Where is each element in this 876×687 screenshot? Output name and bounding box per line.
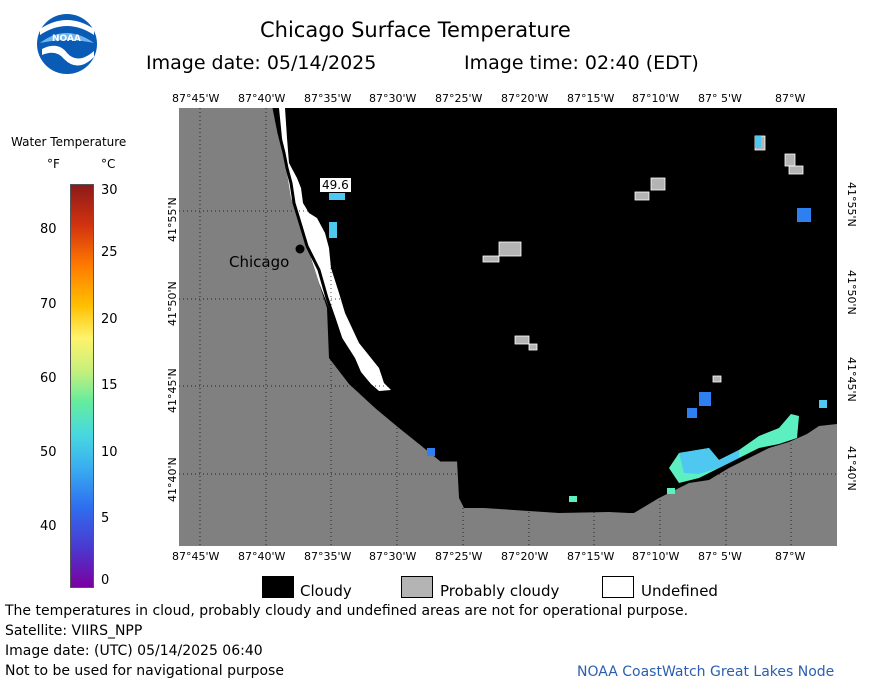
c-tick-15: 15 — [101, 378, 118, 393]
footer-nav-warning: Not to be used for navigational purpose — [5, 663, 284, 679]
lat-label-left: 41°45'N — [166, 368, 179, 413]
f-tick-80: 80 — [40, 222, 57, 237]
lon-label-top: 87°35'W — [304, 92, 352, 105]
image-time: Image time: 02:40 (EDT) — [464, 52, 699, 74]
footer-disclaimer: The temperatures in cloud, probably clou… — [5, 603, 689, 619]
shoreline — [272, 107, 459, 462]
colorbar-unit-c: °C — [101, 157, 116, 171]
colorbar-unit-f: °F — [47, 157, 60, 171]
f-tick-70: 70 — [40, 297, 57, 312]
lat-label-left: 41°40'N — [166, 457, 179, 502]
legend-label-probably-cloudy: Probably cloudy — [440, 582, 560, 600]
lon-label-top: 87°20'W — [501, 92, 549, 105]
lon-label-bottom: 87°20'W — [501, 550, 549, 563]
f-tick-60: 60 — [40, 371, 57, 386]
lon-label-top: 87°45'W — [172, 92, 220, 105]
c-tick-25: 25 — [101, 245, 118, 260]
lon-label-top: 87°10'W — [632, 92, 680, 105]
f-tick-40: 40 — [40, 519, 57, 534]
c-tick-0: 0 — [101, 573, 110, 588]
lon-label-bottom: 87°35'W — [304, 550, 352, 563]
legend-swatch-undefined — [602, 576, 634, 598]
city-label: Chicago — [229, 253, 290, 271]
noaa-logo: NOAA — [36, 13, 98, 75]
map-area: 49.6 Chicago — [179, 107, 837, 546]
lon-label-top: 87°15'W — [567, 92, 615, 105]
lon-label-top: 87°30'W — [369, 92, 417, 105]
footer-satellite: Satellite: VIIRS_NPP — [5, 623, 143, 639]
temperature-label: 49.6 — [319, 177, 352, 193]
lon-label-bottom: 87°30'W — [369, 550, 417, 563]
c-tick-10: 10 — [101, 445, 118, 460]
lat-label-right: 41°45'N — [845, 357, 858, 402]
legend-swatch-probably-cloudy — [401, 576, 433, 598]
lon-label-bottom: 87°10'W — [632, 550, 680, 563]
lon-label-bottom: 87°45'W — [172, 550, 220, 563]
lon-label-bottom: 87° 5'W — [698, 550, 742, 563]
c-tick-5: 5 — [101, 511, 110, 526]
chicago-marker — [295, 244, 305, 254]
footer-credit: NOAA CoastWatch Great Lakes Node — [577, 664, 835, 680]
lon-label-bottom: 87°15'W — [567, 550, 615, 563]
lat-label-right: 41°55'N — [845, 182, 858, 227]
water-pixels — [329, 136, 827, 502]
lat-label-right: 41°50'N — [845, 270, 858, 315]
colorbar — [70, 184, 94, 588]
logo-text: NOAA — [52, 34, 81, 44]
c-tick-30: 30 — [101, 183, 118, 198]
legend-swatch-cloudy — [262, 576, 294, 598]
lat-label-right: 41°40'N — [845, 446, 858, 491]
lat-label-left: 41°50'N — [166, 281, 179, 326]
legend-label-undefined: Undefined — [641, 582, 718, 600]
graticule — [179, 108, 837, 546]
lon-label-bottom: 87°W — [775, 550, 806, 563]
lat-label-left: 41°55'N — [166, 197, 179, 242]
lon-label-bottom: 87°40'W — [238, 550, 286, 563]
image-date: Image date: 05/14/2025 — [146, 52, 377, 74]
lon-label-top: 87° 5'W — [698, 92, 742, 105]
legend-label-cloudy: Cloudy — [300, 582, 352, 600]
lon-label-top: 87°W — [775, 92, 806, 105]
lon-label-top: 87°25'W — [435, 92, 483, 105]
f-tick-50: 50 — [40, 445, 57, 460]
page-title: Chicago Surface Temperature — [260, 18, 571, 42]
footer-image-date: Image date: (UTC) 05/14/2025 06:40 — [5, 643, 263, 659]
lon-label-bottom: 87°25'W — [435, 550, 483, 563]
c-tick-20: 20 — [101, 312, 118, 327]
lon-label-top: 87°40'W — [238, 92, 286, 105]
colorbar-title: Water Temperature — [11, 135, 127, 149]
